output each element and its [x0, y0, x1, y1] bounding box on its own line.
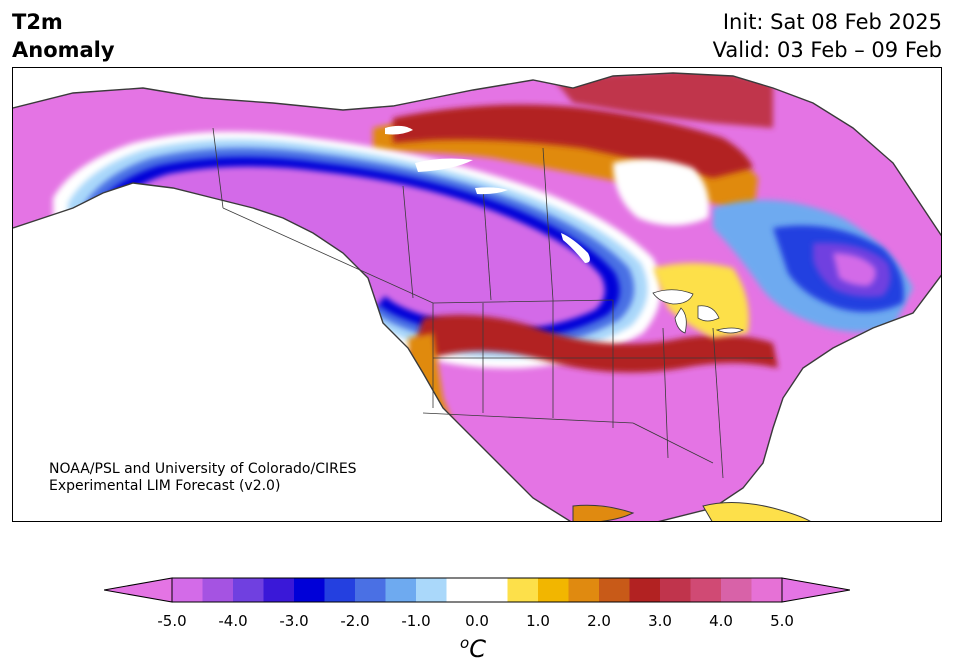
colorbar-bin: [599, 578, 630, 602]
colorbar-bin: [416, 578, 447, 602]
cold-california: [343, 308, 378, 413]
political-borders: [212, 127, 773, 479]
lake-michigan: [674, 307, 687, 334]
colorbar-tick-label: -3.0: [279, 612, 309, 630]
yucatan: [572, 504, 635, 521]
colorbar-bin: [172, 578, 203, 602]
colorbar-bin: [721, 578, 752, 602]
colorbar-bin: [446, 578, 478, 602]
colorbar-bin: [324, 578, 356, 602]
canada-lakes: [385, 125, 590, 263]
colorbar-tick-label: 5.0: [770, 612, 794, 630]
colorbar-frame: [171, 577, 783, 603]
forecast-dates: Init: Sat 08 Feb 2025 Valid: 03 Feb – 09…: [713, 8, 942, 64]
colorbar-tick-label: 1.0: [526, 612, 550, 630]
colorbar-bin: [660, 578, 691, 602]
colorbar-tick-label: -5.0: [157, 612, 187, 630]
neutral-hudson: [613, 159, 709, 226]
anomaly-map-svg: [13, 72, 941, 521]
map-title: T2m Anomaly: [12, 8, 115, 64]
border-us-mexico: [422, 412, 714, 464]
warm-rose-arctic: [553, 73, 773, 128]
colorbar-bin: [202, 578, 234, 602]
lake-erie: [715, 327, 744, 334]
colorbar-tick-label: -4.0: [218, 612, 248, 630]
title-line-2: Anomaly: [12, 38, 115, 62]
colorbar-bin: [294, 578, 325, 602]
colorbar-bins: [172, 578, 783, 602]
border-us-east-central: [662, 327, 669, 459]
border-bc-alberta: [402, 185, 414, 299]
anomaly-map: [12, 67, 942, 522]
cuba: [702, 501, 811, 521]
credit-line-2: Experimental LIM Forecast (v2.0): [49, 478, 281, 494]
colorbar-bin: [355, 578, 386, 602]
colorbar-bin: [385, 578, 417, 602]
init-date: Init: Sat 08 Feb 2025: [722, 10, 942, 34]
anomaly-field: [13, 73, 941, 521]
colorbar-bin: [477, 578, 508, 602]
border-alberta-sask: [482, 187, 492, 301]
colorbar-svg: [103, 577, 851, 603]
warm-red-band-north: [393, 104, 753, 178]
great-bear-lake: [385, 125, 413, 135]
lake-huron: [697, 305, 720, 322]
colorbar-bin: [538, 578, 569, 602]
border-us-east: [712, 327, 724, 479]
colorbar-tick-label: 2.0: [587, 612, 611, 630]
colorbar-bin: [233, 578, 264, 602]
unit-celsius: C: [469, 635, 486, 663]
great-lakes: [652, 289, 744, 334]
coastline: [13, 72, 941, 521]
colorbar-bin: [629, 578, 661, 602]
colorbar-bin: [751, 578, 783, 602]
great-slave-lake: [415, 158, 473, 172]
colorbar-bin: [568, 578, 600, 602]
border-sask-manitoba: [542, 147, 554, 301]
colorbar: [103, 576, 851, 608]
colorbar-unit: oC: [460, 628, 486, 664]
warm-orange-southwest: [408, 333, 513, 521]
credit-line-1: NOAA/PSL and University of Colorado/CIRE…: [49, 461, 357, 477]
colorbar-tick-label: 3.0: [648, 612, 672, 630]
colorbar-under-arrow: [103, 577, 173, 603]
colorbar-tick-label: 4.0: [709, 612, 733, 630]
colorbar-bin: [507, 578, 539, 602]
unit-degree-sup: o: [460, 634, 470, 652]
warm-yellow-great-lakes: [653, 263, 749, 338]
cold-labrador-max: [833, 253, 876, 286]
colorbar-over-arrow: [781, 577, 851, 603]
colorbar-bin: [690, 578, 722, 602]
lake-winnipeg: [561, 233, 590, 263]
colorbar-tick-label: 0.0: [465, 612, 489, 630]
colorbar-bin: [263, 578, 295, 602]
colorbar-tick-label: -1.0: [401, 612, 431, 630]
border-yukon-nwt: [212, 127, 224, 209]
lake-superior: [652, 289, 694, 305]
valid-period: Valid: 03 Feb – 09 Feb: [712, 38, 942, 62]
colorbar-tick-label: -2.0: [340, 612, 370, 630]
title-line-1: T2m: [12, 10, 63, 34]
lake-athabasca: [475, 187, 508, 195]
credit-note: NOAA/PSL and University of Colorado/CIRE…: [49, 461, 357, 495]
